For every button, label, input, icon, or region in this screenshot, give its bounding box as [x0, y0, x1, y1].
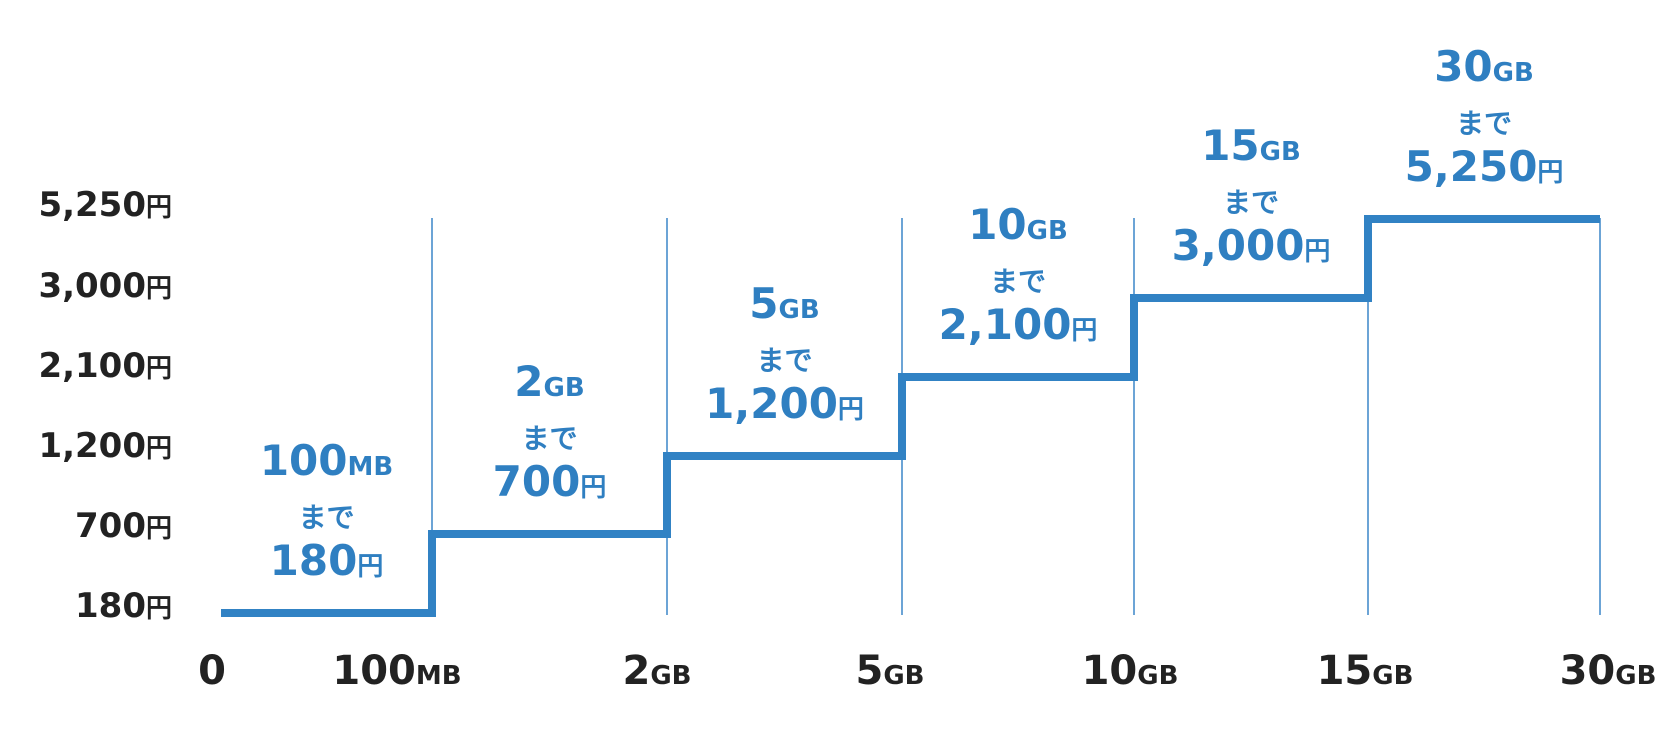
y-tick-unit: 円 [146, 274, 172, 304]
step-price-unit: 円 [1304, 237, 1330, 267]
step-price: 5,250円 [1405, 142, 1564, 191]
step-capacity-unit: GB [779, 295, 820, 325]
step-capacity-value: 2 [514, 357, 543, 406]
x-tick-unit: GB [1615, 661, 1656, 691]
step-capacity: 100MB [260, 436, 393, 485]
step-made-text: まで [1456, 107, 1512, 140]
step-price-value: 3,000 [1172, 221, 1305, 270]
y-tick-unit: 円 [146, 434, 172, 464]
step-capacity: 5GB [749, 279, 819, 328]
x-tick-unit: GB [650, 661, 691, 691]
step-made-text: まで [1223, 186, 1279, 219]
step-price: 700円 [493, 457, 607, 506]
y-tick-value: 3,000 [38, 266, 146, 306]
step-capacity-unit: GB [1260, 137, 1301, 167]
step-label: 10GB まで2,100円 [939, 200, 1098, 349]
x-tick-value: 0 [198, 648, 226, 694]
step-made: まで [1456, 107, 1512, 140]
y-tick-value: 5,250 [38, 185, 146, 225]
x-tick-unit: GB [1372, 661, 1413, 691]
step-data-labels: 100MBまで180円2GBまで700円5GBまで1,200円10GBまで2,1… [260, 42, 1564, 585]
y-tick-unit: 円 [146, 594, 172, 624]
step-made: まで [990, 265, 1046, 298]
x-tick-value: 10 [1082, 648, 1138, 694]
step-label: 30GB まで5,250円 [1405, 42, 1564, 191]
step-capacity-unit: GB [544, 373, 585, 403]
step-capacity-value: 5 [749, 279, 778, 328]
step-capacity-value: 100 [260, 436, 348, 485]
step-capacity-value: 15 [1201, 121, 1259, 170]
step-price-value: 700 [493, 457, 581, 506]
y-tick-label: 180円 [75, 586, 172, 626]
step-capacity: 10GB [968, 200, 1068, 249]
step-price-unit: 円 [1537, 158, 1563, 188]
x-tick-label: 100MB [332, 648, 461, 694]
step-price-value: 1,200 [705, 379, 838, 428]
step-price-value: 5,250 [1405, 142, 1538, 191]
y-tick-value: 2,100 [38, 346, 146, 386]
step-capacity-unit: GB [1493, 58, 1534, 88]
x-axis-tick-labels: 0 100MB 2GB 5GB 10GB 15GB 30GB [198, 648, 1656, 694]
step-label: 5GB まで1,200円 [705, 279, 864, 428]
x-tick-value: 100 [332, 648, 416, 694]
y-tick-unit: 円 [146, 354, 172, 384]
x-tick-value: 15 [1317, 648, 1373, 694]
x-tick-label: 0 [198, 648, 226, 694]
y-tick-value: 1,200 [38, 426, 146, 466]
step-made: まで [521, 422, 577, 455]
step-price: 3,000円 [1172, 221, 1331, 270]
price-step-line [221, 215, 1600, 617]
x-tick-label: 30GB [1560, 648, 1657, 694]
step-price-unit: 円 [1071, 316, 1097, 346]
step-capacity-unit: GB [1027, 216, 1068, 246]
x-tick-value: 5 [855, 648, 883, 694]
step-made-text: まで [298, 501, 354, 534]
x-tick-label: 2GB [622, 648, 691, 694]
step-made: まで [1223, 186, 1279, 219]
step-price: 1,200円 [705, 379, 864, 428]
x-tick-value: 30 [1560, 648, 1616, 694]
y-tick-value: 180 [75, 586, 146, 626]
y-tick-unit: 円 [146, 514, 172, 544]
step-made: まで [756, 344, 812, 377]
step-capacity: 30GB [1434, 42, 1534, 91]
step-capacity: 15GB [1201, 121, 1301, 170]
x-tick-unit: GB [883, 661, 924, 691]
step-price-unit: 円 [357, 552, 383, 582]
y-tick-label: 1,200円 [38, 426, 172, 466]
y-tick-label: 3,000円 [38, 266, 172, 306]
step-made-text: まで [521, 422, 577, 455]
x-tick-label: 10GB [1082, 648, 1179, 694]
step-price-value: 2,100 [939, 300, 1072, 349]
step-price-unit: 円 [580, 473, 606, 503]
y-tick-unit: 円 [146, 193, 172, 223]
y-tick-label: 700円 [75, 506, 172, 546]
step-made-text: まで [756, 344, 812, 377]
step-price-unit: 円 [838, 395, 864, 425]
x-tick-label: 5GB [855, 648, 924, 694]
y-tick-value: 700 [75, 506, 146, 546]
x-tick-value: 2 [622, 648, 650, 694]
step-made: まで [298, 501, 354, 534]
step-price: 2,100円 [939, 300, 1098, 349]
step-made-text: まで [990, 265, 1046, 298]
y-tick-label: 5,250円 [38, 185, 172, 225]
step-capacity: 2GB [514, 357, 584, 406]
x-tick-unit: MB [416, 661, 462, 691]
y-tick-label: 2,100円 [38, 346, 172, 386]
x-tick-unit: GB [1137, 661, 1178, 691]
step-capacity-value: 30 [1434, 42, 1492, 91]
step-capacity-unit: MB [347, 452, 393, 482]
x-tick-label: 15GB [1317, 648, 1414, 694]
step-price: 180円 [270, 536, 384, 585]
step-capacity-value: 10 [968, 200, 1026, 249]
step-label: 15GB まで3,000円 [1172, 121, 1331, 270]
step-price-value: 180 [270, 536, 358, 585]
